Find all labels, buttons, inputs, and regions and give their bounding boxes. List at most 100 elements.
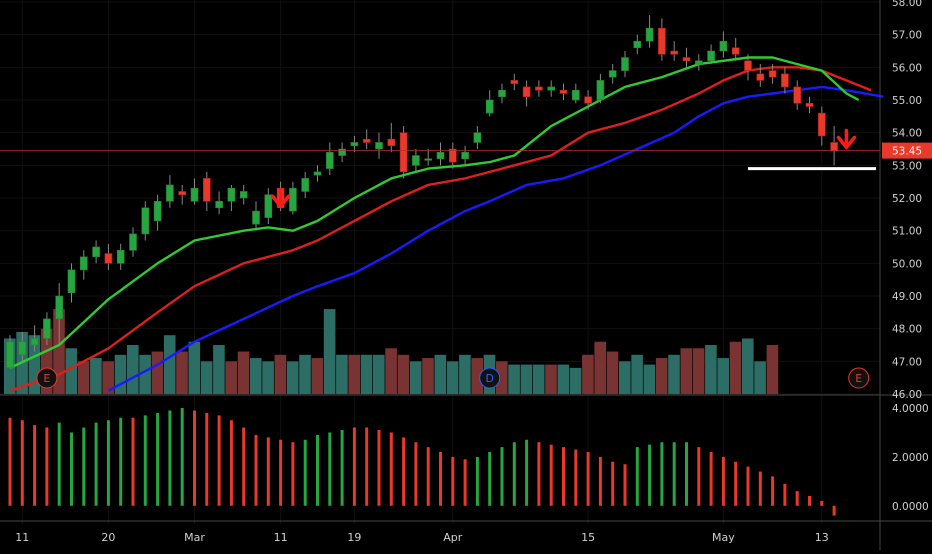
candle-body	[707, 50, 715, 62]
volume-bar	[668, 354, 680, 394]
candle-body	[744, 60, 752, 71]
volume-bar	[705, 345, 717, 394]
candle-body	[645, 27, 654, 42]
time-tick-label: 11	[274, 531, 288, 544]
volume-bar	[336, 354, 348, 394]
price-tick-label: 56.00	[892, 62, 922, 74]
volume-bar	[569, 367, 582, 394]
candle-body	[608, 70, 617, 78]
event-marker-label: E	[43, 372, 50, 385]
volume-bar	[532, 364, 545, 394]
volume-bars	[4, 309, 779, 394]
candle-body	[338, 148, 346, 156]
volume-bar	[680, 348, 693, 394]
candle-body	[535, 86, 543, 91]
candle-body	[67, 269, 76, 294]
time-tick-label: Mar	[184, 531, 205, 544]
price-tick-label: 57.00	[892, 30, 922, 42]
candle-body	[658, 27, 666, 55]
candle-body	[621, 57, 629, 71]
volume-bar	[619, 361, 631, 394]
candle-body	[756, 73, 765, 81]
volume-bar	[311, 358, 324, 394]
volume-bar	[434, 354, 447, 394]
candle-body	[522, 86, 531, 98]
candle-body	[830, 142, 838, 151]
volume-bar	[520, 364, 533, 394]
price-tick-label: 53.00	[892, 160, 922, 172]
volume-bar	[594, 341, 606, 394]
candle-body	[362, 138, 371, 143]
price-tick-label: 47.00	[892, 356, 922, 368]
volume-bar	[250, 358, 262, 394]
current-price-badge	[882, 142, 932, 159]
volume-bar	[606, 351, 619, 394]
volume-bar	[409, 361, 422, 394]
candle-body	[485, 99, 494, 114]
price-tick-label: 48.00	[892, 324, 922, 336]
price-tick-label: 58.00	[892, 0, 922, 9]
oscillator-bars	[8, 408, 836, 516]
volume-bar	[176, 351, 188, 394]
volume-bar	[717, 358, 729, 394]
candle-body	[731, 47, 740, 55]
candle-body	[43, 318, 51, 339]
candle-body	[264, 194, 273, 218]
volume-bar	[766, 345, 779, 394]
candle-body	[510, 80, 519, 84]
volume-bar	[139, 354, 151, 394]
signal-arrow	[270, 187, 291, 209]
price-tick-label: 46.00	[892, 389, 922, 401]
oscillator-tick-label: 0.0000	[892, 501, 929, 513]
volume-bar	[90, 358, 102, 394]
event-marker-label: E	[855, 372, 862, 385]
event-marker	[479, 367, 501, 389]
candle-body	[129, 233, 137, 251]
current-price-label: 53.45	[892, 146, 922, 158]
candle-body	[325, 151, 334, 169]
volume-bar	[742, 338, 754, 394]
candle-body	[633, 40, 642, 49]
candle-body	[448, 148, 457, 163]
volume-bar	[151, 351, 164, 394]
volume-bar	[127, 345, 139, 394]
time-tick-label: Apr	[443, 531, 463, 544]
volume-bar	[323, 309, 336, 394]
volume-bar	[446, 361, 459, 394]
event-marker	[36, 367, 58, 389]
candle-body	[18, 341, 27, 356]
volume-bar	[286, 361, 299, 394]
volume-bar	[262, 361, 274, 394]
candle-body	[153, 200, 162, 222]
volume-bar	[274, 354, 287, 394]
candle-body	[781, 73, 789, 88]
event-marker	[848, 367, 870, 389]
moving-averages	[9, 56, 884, 392]
candle-body	[239, 191, 248, 199]
candle-body	[227, 187, 236, 202]
volume-bar	[188, 341, 201, 394]
volume-bar	[237, 351, 250, 394]
candle-body	[596, 80, 605, 101]
candle-body	[547, 86, 556, 91]
candle-body	[289, 187, 297, 212]
candle-body	[387, 138, 396, 147]
candle-body	[768, 70, 777, 78]
candle-body	[412, 155, 420, 166]
candle-body	[350, 142, 359, 147]
volume-bar	[729, 341, 742, 394]
candle-body	[399, 132, 408, 173]
time-tick-label: 15	[581, 531, 595, 544]
candle-body	[817, 112, 826, 137]
volume-bar	[385, 348, 397, 394]
ma-mid-line	[9, 66, 872, 392]
candle-body	[203, 178, 211, 202]
candle-body	[190, 187, 199, 202]
ma-slow-line	[107, 85, 884, 392]
candle-body	[559, 89, 568, 94]
candle-body	[80, 256, 88, 271]
candle-body	[805, 102, 814, 107]
